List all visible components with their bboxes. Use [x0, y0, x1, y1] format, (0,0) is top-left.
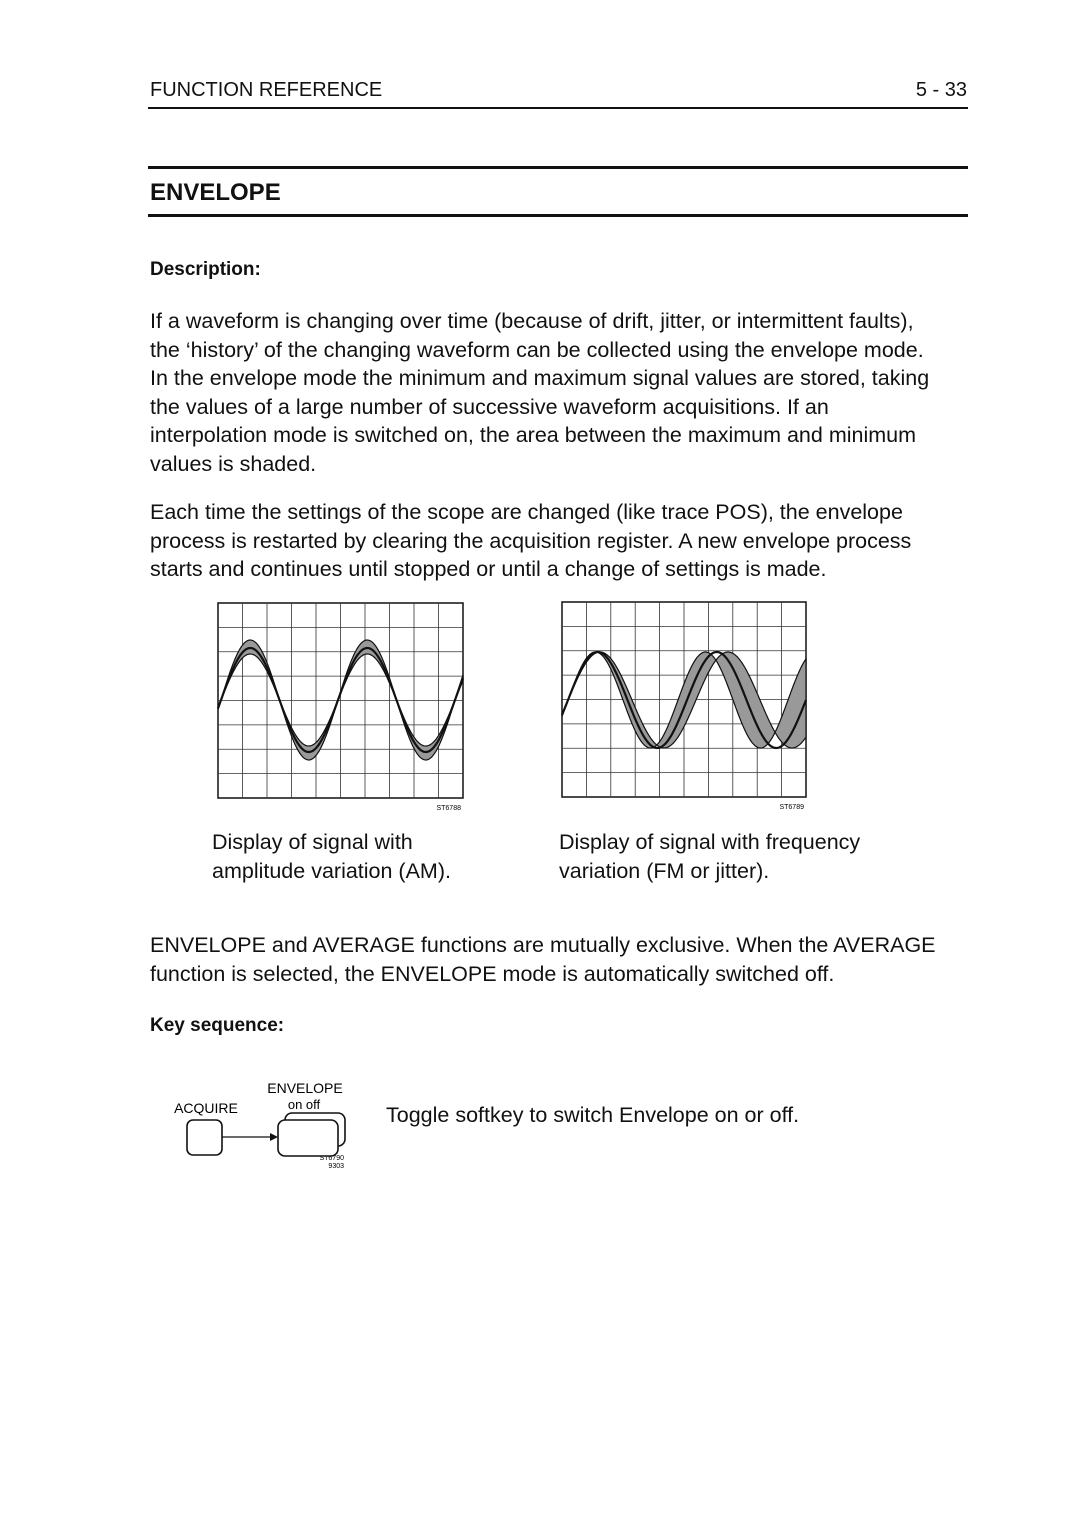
paragraph-line: values is shaded.	[150, 452, 317, 476]
paragraph-line: starts and continues until stopped or un…	[150, 557, 827, 582]
figure-code: ST6789	[779, 804, 804, 811]
caption-line: amplitude variation (AM).	[212, 858, 451, 883]
paragraph-line: function is selected, the ENVELOPE mode …	[150, 961, 835, 986]
caption-line: Display of signal with frequency	[559, 830, 861, 854]
key-description: Toggle softkey to switch Envelope on or …	[386, 1103, 800, 1127]
waveform	[560, 650, 808, 750]
softkey-label: ENVELOPE	[267, 1080, 342, 1096]
figure-code: ST6788	[436, 805, 461, 812]
waveform	[216, 646, 465, 754]
section-header: FUNCTION REFERENCE	[150, 79, 383, 101]
caption-line: Display of signal with	[212, 830, 413, 854]
paragraph-line: In the envelope mode the minimum and max…	[150, 366, 930, 391]
title: ENVELOPE	[150, 179, 281, 206]
figure-code: 9303	[328, 1163, 344, 1170]
paragraph-line: interpolation mode is switched on, the a…	[150, 423, 917, 448]
paragraph-line: Each time the settings of the scope are …	[150, 500, 903, 524]
caption-line: variation (FM or jitter).	[559, 858, 770, 883]
envelope-band	[561, 651, 807, 749]
softkey	[277, 1119, 339, 1157]
page-number: 5 - 33	[915, 79, 967, 101]
section-heading: Description:	[150, 259, 261, 280]
paragraph-line: process is restarted by clearing the acq…	[150, 528, 912, 553]
header-rule	[148, 107, 968, 109]
arrow-head	[270, 1133, 278, 1141]
paragraph-line: the values of a large number of successi…	[150, 394, 829, 419]
key-label: ACQUIRE	[174, 1100, 238, 1116]
title-rule	[148, 214, 968, 217]
section-heading: Key sequence:	[150, 1015, 285, 1036]
paragraph-line: the ‘history’ of the changing waveform c…	[150, 337, 924, 362]
figure-code: ST6790	[319, 1155, 344, 1162]
title-rule	[148, 166, 968, 169]
paragraph-line: ENVELOPE and AVERAGE functions are mutua…	[150, 933, 936, 957]
softkey-options: on off	[288, 1097, 321, 1112]
key	[186, 1119, 223, 1156]
paragraph-line: If a waveform is changing over time (bec…	[150, 309, 914, 333]
